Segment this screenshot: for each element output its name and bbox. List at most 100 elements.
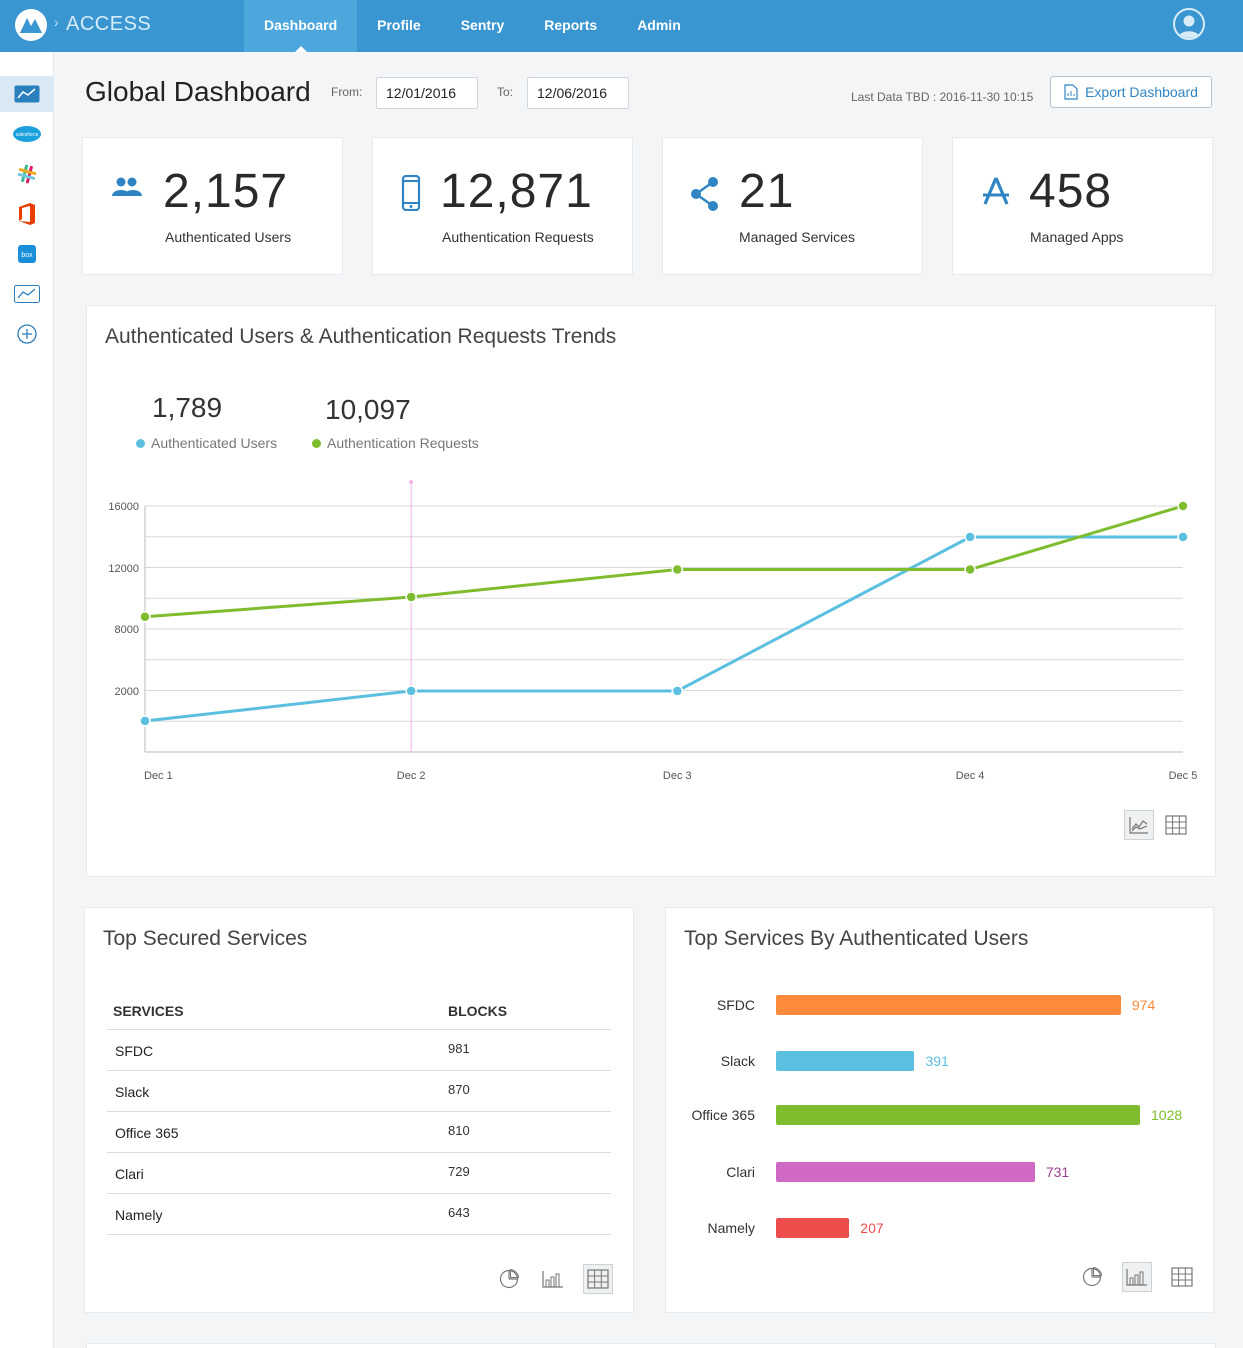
x-tick-label: Dec 4 [956,770,985,782]
table-row[interactable]: Clari 729 [107,1153,611,1194]
mobile-phone-icon [401,175,421,211]
x-tick-label: Dec 2 [397,770,426,782]
users-bar-view-button[interactable] [1122,1262,1152,1292]
users-pie-view-button[interactable] [1077,1262,1107,1292]
bar[interactable] [776,995,1121,1015]
nav-profile[interactable]: Profile [377,17,421,33]
summary-authentication-requests-label: Authentication Requests [327,435,479,451]
line-chart-icon [1129,817,1148,834]
top-secured-services-panel: Top Secured Services [84,907,634,1313]
stat-value: 458 [1029,165,1113,218]
summary-authenticated-users-label: Authenticated Users [151,435,278,451]
sidebar-item-trends[interactable] [0,276,54,312]
table-row[interactable]: Namely 643 [107,1194,611,1235]
sidebar-item-dashboard[interactable] [0,76,54,112]
y-tick-label: 8000 [115,624,139,636]
summary-authenticated-users-value: 1,789 [152,392,223,423]
bar-category-label: Clari [726,1164,755,1180]
top-bar: › ACCESS Dashboard Profile Sentry Report… [0,0,1243,52]
secured-pie-view-button[interactable] [494,1264,524,1294]
svg-text:box: box [21,252,33,259]
office-365-icon [19,203,35,225]
app-store-icon [983,177,1009,205]
service-name: Clari [115,1166,144,1182]
last-data-timestamp: Last Data TBD : 2016-11-30 10:15 [851,90,1034,104]
top-services-by-users-title: Top Services By Authenticated Users [684,927,1029,950]
table-row[interactable]: Slack 870 [107,1071,611,1112]
table-row[interactable]: Office 365 810 [107,1112,611,1153]
bar[interactable] [776,1218,850,1238]
users-icon [112,177,142,196]
data-point [1177,531,1189,543]
export-dashboard-button[interactable]: Export Dashboard [1050,76,1212,108]
from-date-input[interactable] [376,77,478,109]
sidebar-item-slack[interactable] [0,156,54,192]
bar[interactable] [776,1105,1140,1125]
nav-dashboard[interactable]: Dashboard [244,0,358,52]
sidebar-item-add[interactable] [0,316,54,352]
sidebar-item-office-365[interactable] [0,196,54,232]
trend-chart-icon [14,285,40,303]
stat-card-managed-services: 21 Managed Services [662,137,923,275]
export-dashboard-label: Export Dashboard [1085,84,1198,100]
table-view-button[interactable] [1161,810,1191,840]
data-point [964,531,976,543]
sidebar-item-salesforce[interactable]: salesforce [0,116,54,152]
bar-value-label: 207 [860,1220,884,1236]
nav-reports[interactable]: Reports [544,17,598,33]
users-table-view-button[interactable] [1167,1262,1197,1292]
bar-value-label: 731 [1045,1164,1070,1180]
table-header: SERVICES BLOCKS [107,995,611,1030]
trend-line-chart[interactable]: 2000 8000 12000 16000 Dec 1 Dec 2 Dec 3 Dec 4 De… [87,306,1217,786]
bar-value-label: 1028 [1151,1107,1183,1123]
svg-text:salesforce: salesforce [16,132,39,138]
stat-value: 21 [739,165,795,218]
data-point [405,685,417,697]
grid-table-icon [587,1269,609,1289]
nav-admin[interactable]: Admin [637,17,681,33]
left-sidebar: salesforce box [0,52,54,1348]
bar[interactable] [776,1051,915,1071]
stat-label: Managed Apps [1030,229,1124,245]
bar-category-label: Slack [720,1053,755,1069]
data-point [139,611,151,623]
block-count: 643 [448,1205,470,1220]
stat-value: 2,157 [163,165,289,218]
dashboard-chart-icon [14,85,40,103]
pie-chart-icon [1082,1267,1102,1287]
bar-category-label: Namely [707,1220,755,1236]
line-chart-view-button[interactable] [1124,810,1154,840]
x-tick-label: Dec 5 [1169,770,1198,782]
to-label: To: [497,85,514,99]
box-icon: box [18,245,36,263]
table-row[interactable]: SFDC 981 [107,1030,611,1071]
from-label: From: [331,85,363,99]
secured-bar-view-button[interactable] [538,1264,568,1294]
main-nav: Dashboard Profile Sentry Reports Admin [244,0,701,52]
bar-category-label: Office 365 [691,1107,755,1123]
column-header-blocks: BLOCKS [448,1003,508,1019]
to-date-input[interactable] [527,77,629,109]
secured-table-view-button[interactable] [583,1264,613,1294]
slack-icon [17,164,37,184]
bar-chart-icon [1126,1269,1147,1286]
share-icon [691,177,718,211]
nav-sentry[interactable]: Sentry [460,17,505,33]
grid-table-icon [1171,1267,1193,1287]
user-avatar-icon[interactable] [1173,8,1205,40]
bar-value-label: 974 [1131,997,1156,1013]
sidebar-item-box[interactable]: box [0,236,54,272]
stat-label: Authentication Requests [442,229,594,245]
summary-authentication-requests-value: 10,097 [325,394,411,425]
grid-table-icon [1165,815,1187,835]
stat-card-managed-apps: 458 Managed Apps [952,137,1213,275]
mobileiron-logo-icon[interactable] [14,8,48,42]
block-count: 729 [448,1164,470,1179]
bar[interactable] [776,1162,1035,1182]
service-name: Slack [115,1084,150,1100]
legend-dot [312,438,321,448]
block-count: 981 [448,1041,470,1056]
report-icon [1064,84,1078,100]
legend-dot [136,438,145,448]
stat-card-authentication-requests: 12,871 Authentication Requests [372,137,633,275]
